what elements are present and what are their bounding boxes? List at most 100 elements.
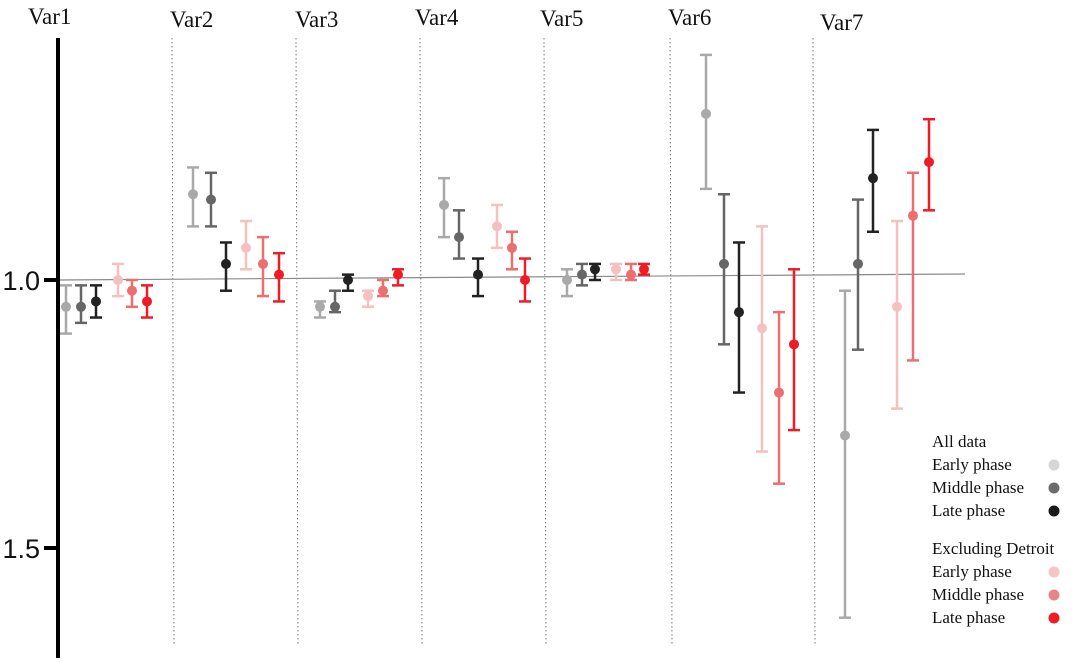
- data-point: [639, 264, 649, 275]
- category-label: Var2: [170, 7, 213, 32]
- category-label: Var7: [820, 10, 863, 35]
- category-label: Var3: [295, 7, 338, 32]
- data-point: [91, 296, 101, 307]
- data-point: [206, 194, 216, 205]
- error-bar-point: [867, 128, 879, 234]
- error-bar-point: [733, 241, 745, 394]
- data-point: [315, 301, 325, 312]
- error-bar-point: [923, 117, 935, 212]
- error-bar-point: [907, 171, 919, 362]
- error-bar-point: [126, 278, 138, 309]
- reference-line: [57, 273, 966, 281]
- error-bar-point: [506, 230, 518, 271]
- category-divider: [419, 37, 423, 646]
- data-point: [188, 189, 198, 200]
- legend-swatch: [1048, 459, 1060, 471]
- data-point: [393, 269, 403, 280]
- error-bar-point: [453, 209, 465, 260]
- legend-entry-label: Late phase: [932, 501, 1005, 520]
- legend-entry-label: Late phase: [932, 608, 1005, 627]
- data-point: [439, 199, 449, 210]
- error-bar-point: [756, 225, 768, 453]
- data-point: [221, 258, 231, 269]
- y-ticks: 1.0 1.5: [2, 266, 58, 564]
- error-bar-point: [75, 284, 87, 325]
- category-label: Var6: [668, 5, 711, 30]
- data-point: [924, 157, 934, 168]
- error-bar-point: [220, 241, 232, 292]
- error-bar-point: [342, 273, 354, 292]
- data-point: [562, 275, 572, 285]
- category-label: Var5: [540, 6, 583, 31]
- error-bar-point: [362, 289, 374, 309]
- error-bar-point: [314, 300, 326, 319]
- y-tick-label: 1.0: [2, 266, 40, 296]
- error-bar-point: [891, 219, 903, 410]
- data-point: [590, 264, 600, 275]
- legend-entry-label: Middle phase: [932, 478, 1024, 497]
- data-point: [127, 285, 137, 296]
- legend-entry-label: Middle phase: [932, 585, 1024, 604]
- error-bar-point: [240, 219, 252, 271]
- data-point: [363, 291, 373, 302]
- legend-group-title: Excluding Detroit: [932, 539, 1055, 558]
- data-point: [626, 269, 636, 280]
- error-bar-point: [700, 53, 712, 191]
- data-point: [507, 242, 517, 253]
- data-point: [378, 285, 388, 296]
- y-tick-label: 1.5: [2, 534, 40, 564]
- category-divider: [295, 37, 299, 646]
- error-bar-point: [60, 284, 72, 335]
- data-point: [492, 221, 502, 232]
- data-point: [789, 339, 799, 350]
- error-bar-point: [839, 289, 851, 619]
- error-bar-point: [377, 278, 389, 298]
- legend-group-title: All data: [932, 432, 987, 451]
- data-marks: [60, 53, 935, 619]
- error-bar-point: [788, 268, 800, 432]
- legend-swatch: [1048, 612, 1060, 624]
- error-bar-point: [141, 284, 153, 319]
- error-bar-point: [491, 203, 503, 250]
- data-point: [734, 307, 744, 318]
- data-point: [343, 275, 353, 285]
- error-bar-point: [519, 257, 531, 303]
- error-bar-point: [638, 262, 650, 276]
- legend-swatch: [1048, 589, 1060, 601]
- error-bar-point: [773, 310, 785, 485]
- error-bar-point: [625, 262, 637, 282]
- error-bar-point: [589, 262, 601, 282]
- legend-swatch: [1048, 505, 1060, 517]
- error-bar-point: [852, 198, 864, 351]
- error-bar-point: [392, 268, 404, 287]
- data-point: [258, 258, 268, 269]
- category-dividers: [171, 37, 816, 646]
- error-bar-point: [257, 235, 269, 298]
- category-divider: [171, 37, 175, 646]
- data-point: [142, 296, 152, 307]
- data-point: [892, 301, 902, 312]
- category-divider: [669, 37, 673, 646]
- data-point: [454, 232, 464, 243]
- error-bar-point: [561, 268, 573, 298]
- data-point: [701, 108, 711, 119]
- data-point: [473, 269, 483, 280]
- legend-swatch: [1048, 482, 1060, 494]
- error-bar-point: [472, 257, 484, 298]
- error-bar-point: [576, 262, 588, 287]
- error-bar-point: [205, 171, 217, 228]
- error-bar-point: [187, 166, 199, 228]
- data-point: [611, 264, 621, 275]
- data-point: [868, 173, 878, 184]
- data-point: [113, 275, 123, 285]
- category-labels: Var1 Var2 Var3 Var4 Var5 Var6 Var7: [28, 4, 863, 35]
- data-point: [719, 258, 729, 269]
- data-point: [908, 210, 918, 221]
- error-bar-point: [90, 284, 102, 319]
- data-point: [274, 269, 284, 280]
- category-divider: [812, 37, 816, 646]
- legend-entry-label: Early phase: [932, 455, 1012, 474]
- data-point: [577, 269, 587, 280]
- data-point: [840, 430, 850, 441]
